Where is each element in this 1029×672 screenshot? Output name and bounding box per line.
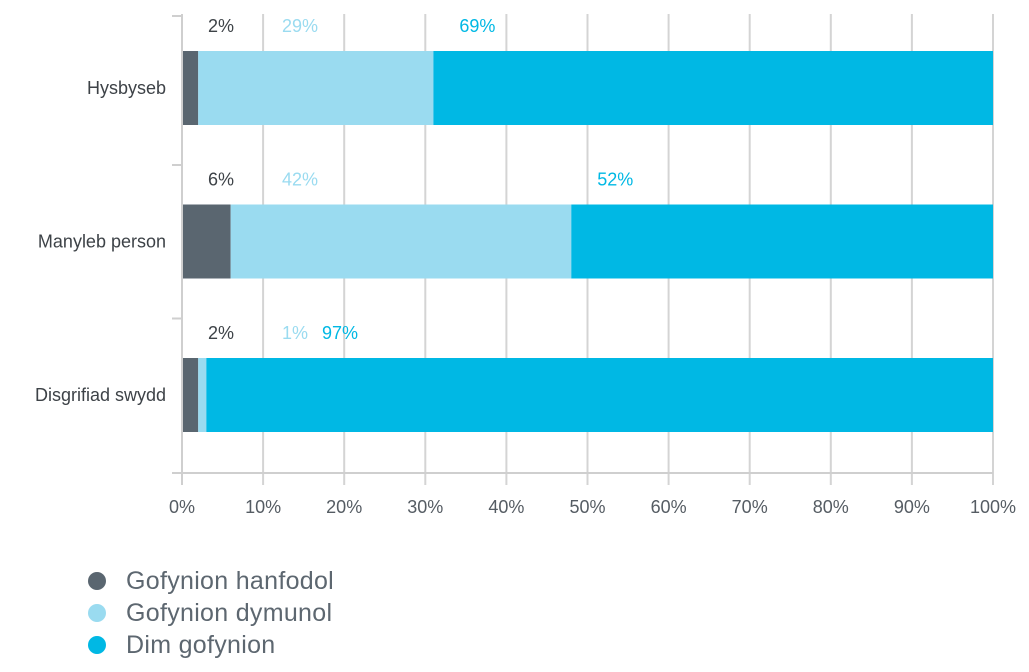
data-label: 52%: [597, 170, 633, 190]
data-label: 2%: [208, 16, 234, 36]
data-label: 42%: [282, 170, 318, 190]
bar-segment: [433, 51, 993, 125]
x-tick-label: 20%: [326, 497, 362, 517]
legend-item-gofynion-dymunol: Gofynion dymunol: [88, 597, 334, 629]
x-tick-label: 90%: [894, 497, 930, 517]
legend-item-dim-gofynion: Dim gofynion: [88, 629, 334, 661]
data-label: 6%: [208, 170, 234, 190]
bar-segment: [198, 51, 434, 125]
bar-segment: [198, 358, 207, 432]
legend-label: Gofynion hanfodol: [126, 566, 335, 595]
legend-swatch-icon: [88, 604, 106, 622]
x-tick-label: 70%: [732, 497, 768, 517]
bar-segment: [182, 51, 199, 125]
bar-segment: [182, 358, 199, 432]
bar-segment: [571, 204, 993, 279]
category-label: Disgrifiad swydd: [35, 385, 166, 405]
x-tick-label: 10%: [245, 497, 281, 517]
data-label: 97%: [322, 323, 358, 343]
stacked-bar-chart: 0% 10% 20% 30% 40% 50% 60% 70% 80% 90% 100% Hysbys…: [35, 14, 1016, 517]
bar-segment: [206, 358, 993, 432]
category-label: Hysbyseb: [87, 78, 166, 98]
data-label: 29%: [282, 16, 318, 36]
category-label: Manyleb person: [38, 232, 166, 252]
legend-item-gofynion-hanfodol: Gofynion hanfodol: [88, 565, 334, 597]
legend-swatch-icon: [88, 636, 106, 654]
legend-label: Gofynion dymunol: [126, 598, 333, 627]
bar-segment: [182, 204, 231, 279]
legend-swatch-icon: [88, 572, 106, 590]
data-label: 69%: [459, 16, 495, 36]
data-label: 1%: [282, 323, 308, 343]
bar-segment: [230, 204, 572, 279]
x-tick-label: 100%: [970, 497, 1016, 517]
chart-legend: Gofynion hanfodol Gofynion dymunol Dim g…: [88, 565, 334, 661]
x-tick-label: 40%: [488, 497, 524, 517]
x-tick-label: 80%: [813, 497, 849, 517]
x-tick-label: 60%: [651, 497, 687, 517]
legend-label: Dim gofynion: [126, 630, 276, 659]
data-label: 2%: [208, 323, 234, 343]
x-tick-label: 0%: [169, 497, 195, 517]
x-tick-label: 30%: [407, 497, 443, 517]
x-tick-label: 50%: [569, 497, 605, 517]
